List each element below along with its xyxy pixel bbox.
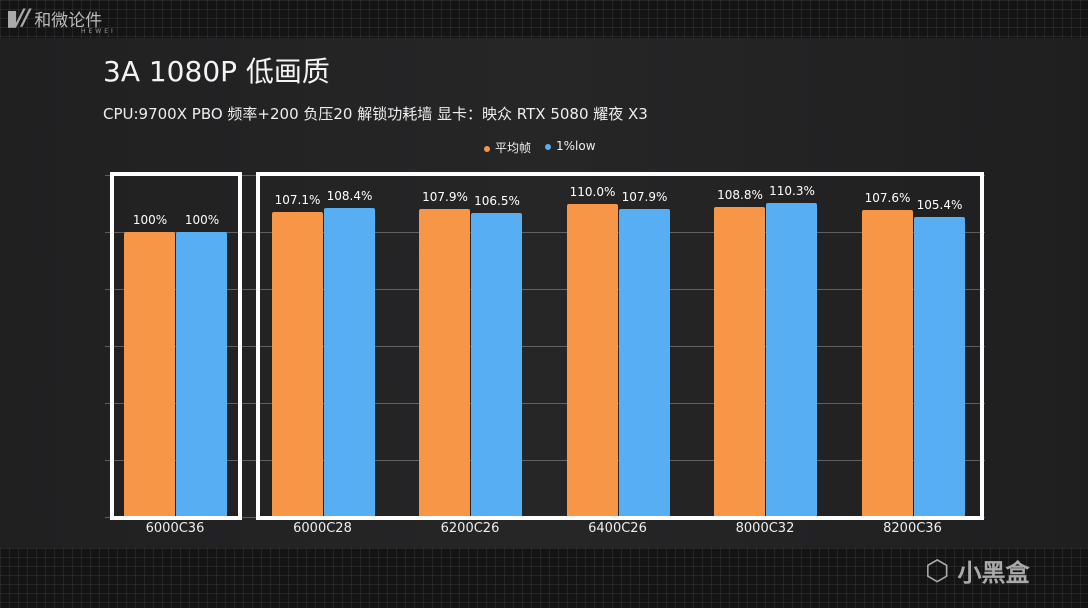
bar-avg-fps [419,209,470,517]
bar-avg-fps [714,206,765,517]
x-tick-label: 6400C26 [588,521,647,536]
x-tick-label: 8200C36 [883,521,942,536]
data-label: 100% [184,213,220,227]
bar-avg-fps [271,211,323,517]
logo-mark-icon: ▮// [6,6,30,31]
gridline [105,346,985,347]
data-label: 107.9% [621,190,668,205]
bar-1pct-low [766,202,817,517]
x-tick-label: 8000C32 [735,521,795,536]
x-tick-label: 6000C28 [293,521,352,536]
bar-1pct-low [471,213,522,517]
bar-avg-fps [566,203,618,517]
legend-swatch-avg [484,145,490,152]
data-label: 106.5% [474,194,520,209]
x-tick-label: 6200C26 [440,521,500,536]
gridline [105,460,985,461]
bar-avg-fps [124,232,175,517]
bar-1pct-low [323,208,375,517]
bar-1pct-low [913,216,965,517]
legend: 平均帧 1%low [484,139,596,156]
legend-item-low: 1%low [545,139,596,156]
bottom-banner [0,548,1088,608]
legend-item-avg: 平均帧 [484,139,531,156]
hewei-logo: ▮// 和微论件 HEWEI [6,6,113,35]
xiaoheihe-watermark: ⬡ 小黑盒 [925,553,1029,588]
comparison-highlight-box [256,172,984,520]
data-label: 107.9% [422,190,468,205]
logo-subtext: HEWEI [81,28,116,35]
baseline-highlight-box [110,172,242,520]
logo-text: 和微论件 [34,11,103,31]
legend-label-low: 1%low [556,139,596,153]
bar-1pct-low [176,232,227,517]
watermark-text: 小黑盒 [957,559,1030,587]
data-label: 110.3% [769,183,815,198]
gridline [105,403,985,404]
data-label: 107.6% [864,191,911,206]
legend-label-avg: 平均帧 [495,141,532,155]
data-label: 107.1% [274,192,321,207]
data-label: 105.4% [916,197,963,212]
bar-avg-fps [861,210,913,517]
data-label: 110.0% [569,184,616,199]
top-banner [0,0,1088,38]
data-label: 108.4% [326,189,373,204]
gridline [105,289,985,290]
legend-swatch-low [545,143,552,150]
x-tick-label: 6000C36 [145,521,205,536]
chart-title: 3A 1080P 低画质 [103,55,330,88]
bar-1pct-low [618,209,670,517]
gridline [105,232,985,233]
data-label: 108.8% [717,187,763,202]
data-label: 100% [132,213,168,227]
xiaoheihe-logo-icon: ⬡ [925,554,950,587]
chart-subtitle: CPU:9700X PBO 频率+200 负压20 解锁功耗墙 显卡：映众 RT… [103,105,648,123]
